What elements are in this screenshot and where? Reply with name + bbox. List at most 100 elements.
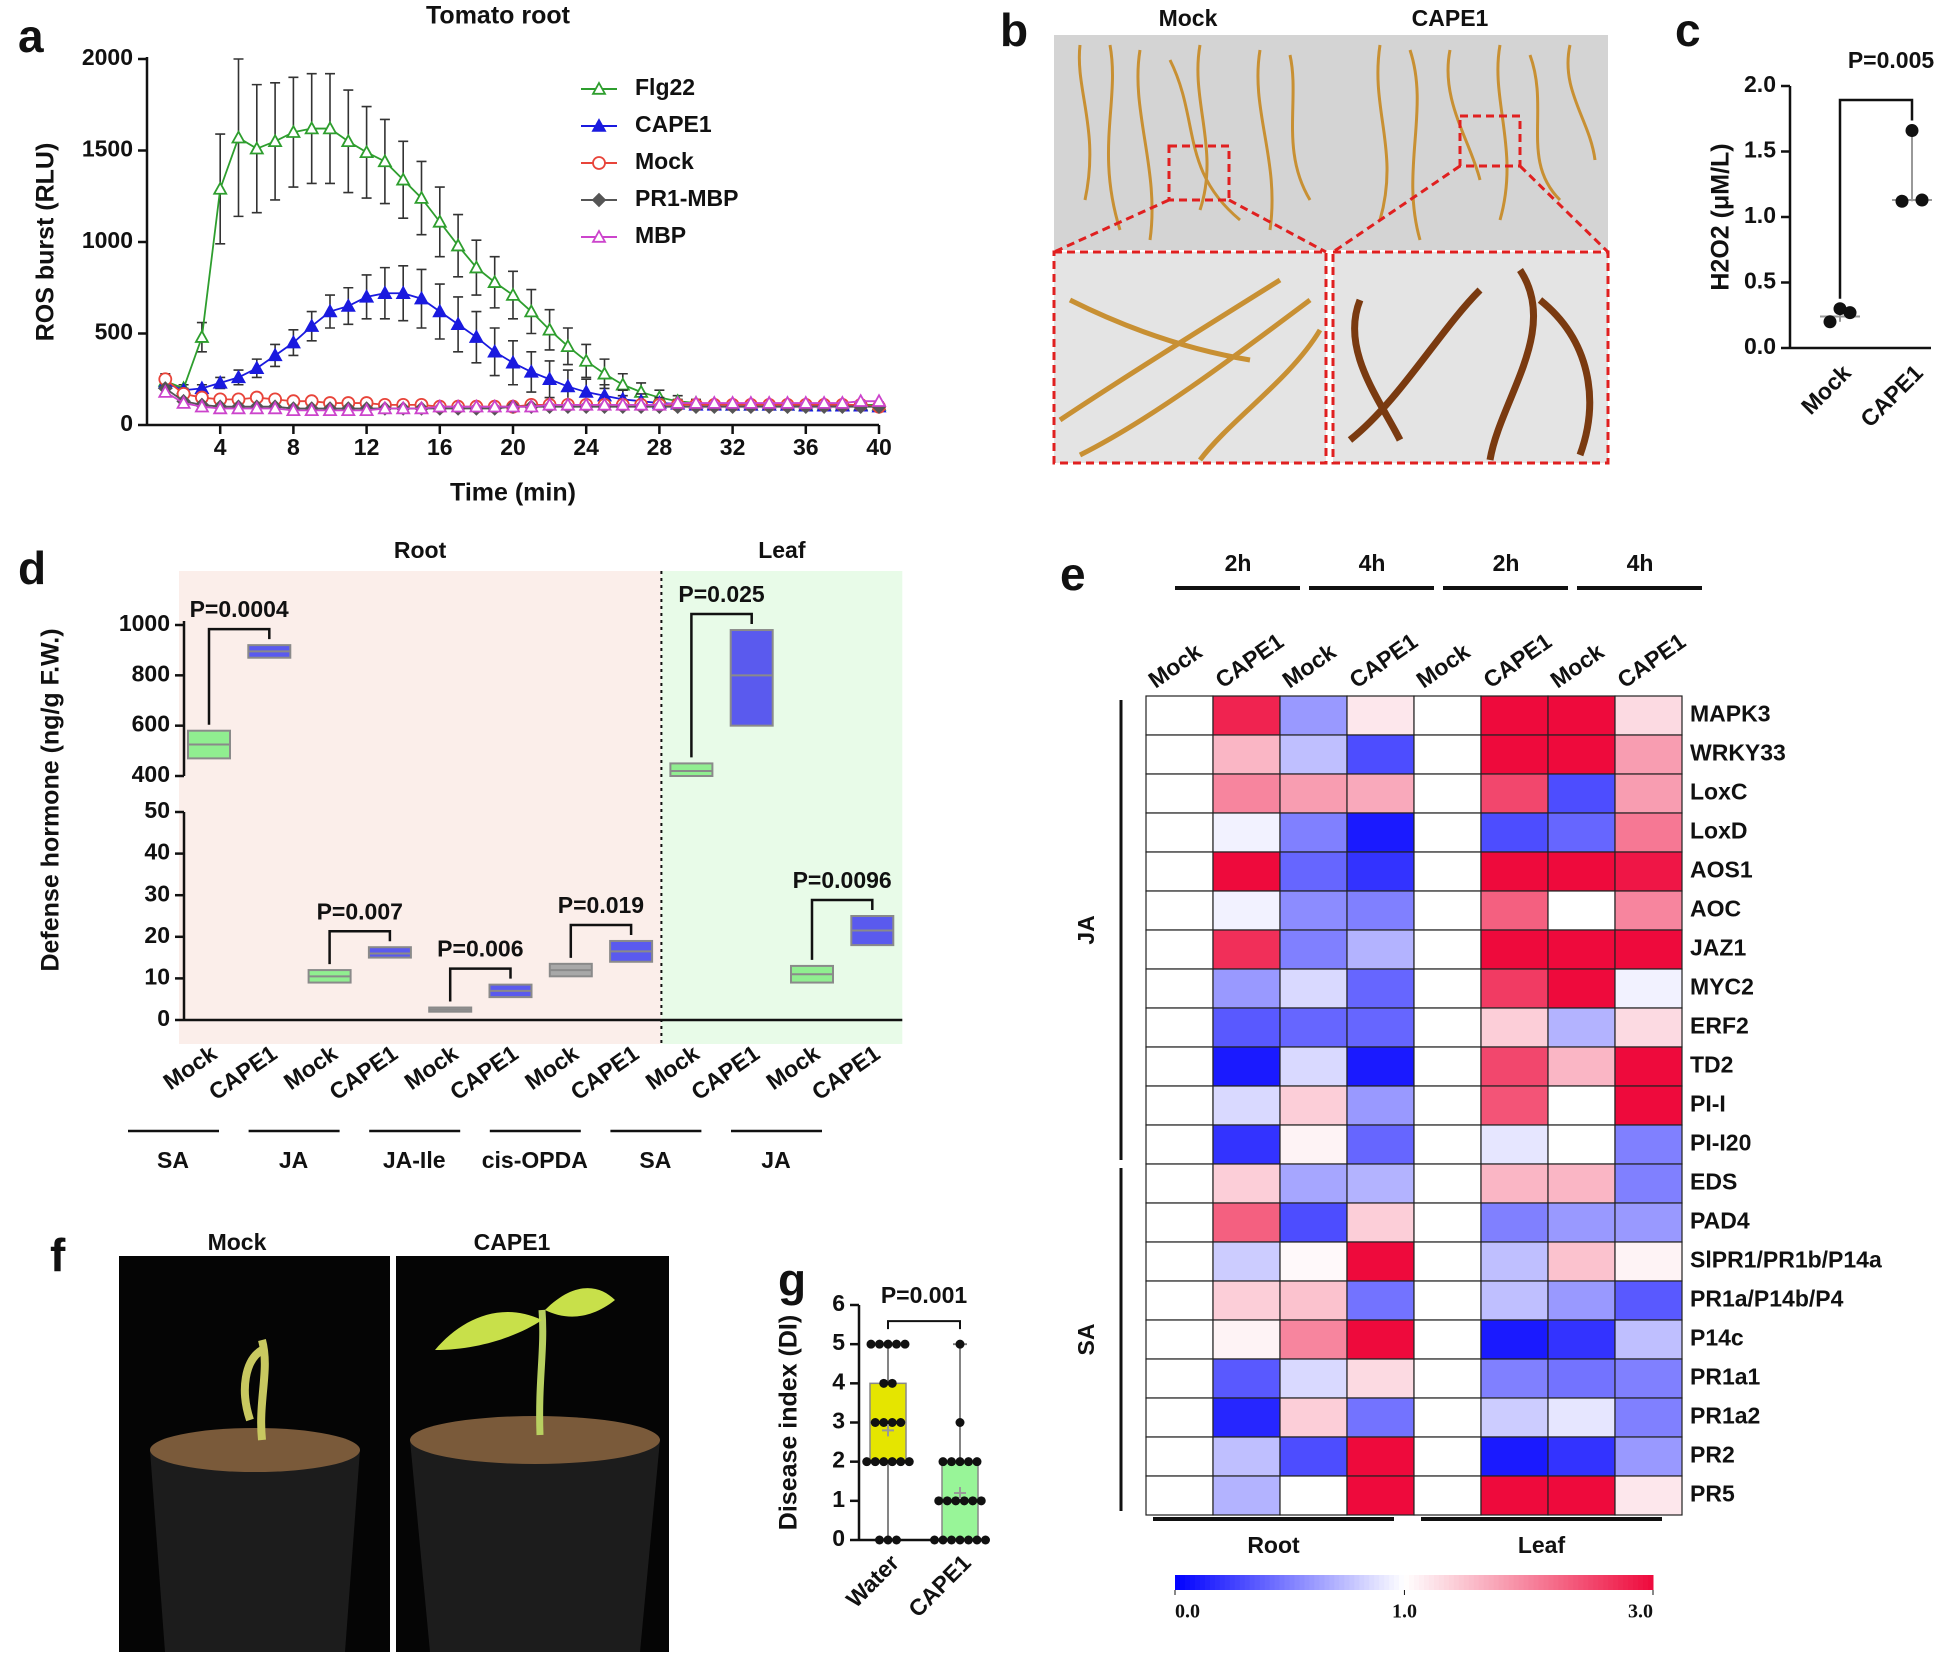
significance-bracket: [569, 923, 633, 958]
marker: [505, 354, 521, 369]
marker: [285, 402, 301, 417]
heatmap-cell: [1614, 1241, 1683, 1282]
x-tick-label: 32: [720, 434, 746, 460]
colorbar-segment: [1354, 1575, 1360, 1590]
column-label: CAPE1: [1478, 628, 1556, 693]
zoom-markers: [1052, 114, 1610, 465]
data-point: [955, 1535, 965, 1545]
colorbar-segment: [1518, 1575, 1525, 1590]
row-label: EDS: [1690, 1169, 1737, 1195]
y-tick-label: 1.0: [1744, 202, 1776, 228]
marker: [578, 384, 594, 398]
data-point: [904, 1457, 914, 1467]
heatmap-cell: [1413, 1358, 1482, 1399]
colorbar-segment: [1264, 1575, 1271, 1590]
marker: [340, 133, 356, 148]
heatmap-cell: [1547, 1124, 1616, 1165]
marker: [230, 129, 247, 144]
heatmap-cell: [1145, 1358, 1214, 1399]
heatmap-cell: [1346, 1280, 1415, 1321]
heatmap-cell: [1279, 890, 1348, 931]
heatmap-cell: [1145, 812, 1214, 853]
row-label: WRKY33: [1690, 740, 1786, 766]
heatmap-cell: [1212, 1280, 1281, 1321]
heatmap-cell: [1547, 1007, 1616, 1048]
marker: [359, 144, 375, 159]
y-tick-label: 3: [832, 1408, 845, 1434]
x-tick-label: CAPE1: [1855, 359, 1928, 432]
y-tick-label: 1: [832, 1486, 845, 1512]
heatmap-cell: [1346, 890, 1415, 931]
colorbar-segment: [1299, 1575, 1305, 1590]
marker: [176, 395, 192, 409]
colorbar-label: 3.0: [1628, 1601, 1653, 1623]
data-point: [875, 1339, 884, 1349]
colorbar-segment: [1563, 1575, 1569, 1590]
legend-marker: [591, 118, 607, 132]
zoom-box: [1167, 144, 1231, 202]
heatmap-cell: [1614, 812, 1683, 853]
marker: [468, 398, 484, 413]
marker: [560, 397, 576, 411]
marker: [560, 378, 576, 393]
heatmap-cell: [1346, 1007, 1415, 1048]
marker: [596, 397, 613, 411]
panel-label: g: [778, 1254, 806, 1306]
marker: [542, 371, 558, 385]
x-tick-label: CAPE1: [445, 1040, 523, 1105]
marker: [395, 285, 411, 299]
colorbar-segment: [1394, 1575, 1400, 1590]
marker: [249, 140, 265, 155]
marker: [432, 398, 448, 413]
data-point: [1823, 315, 1837, 329]
marker: [194, 329, 210, 343]
x-tick-label: CAPE1: [325, 1040, 403, 1105]
heatmap-cell: [1212, 1163, 1281, 1204]
y-tick-label: 30: [144, 880, 170, 906]
colorbar-segment: [1428, 1575, 1435, 1590]
heatmap-cell: [1346, 1163, 1415, 1204]
heatmap-cell: [1346, 773, 1415, 814]
panel-label: f: [50, 1229, 66, 1281]
row-label: SlPR1/PR1b/P14a: [1690, 1247, 1882, 1273]
soil: [150, 1428, 360, 1472]
legend-label: Flg22: [635, 74, 695, 100]
y-tick-label: 600: [132, 711, 170, 737]
colorbar-segment: [1538, 1575, 1544, 1590]
colorbar-segment: [1508, 1575, 1515, 1590]
series-line: [164, 391, 879, 412]
group-label: SA: [639, 1147, 671, 1173]
y-tick-label: 1000: [82, 227, 133, 253]
marker: [322, 402, 338, 417]
colorbar-segment: [1329, 1575, 1335, 1590]
heatmap-cell: [1413, 968, 1482, 1009]
heatmap-cell: [1279, 1085, 1348, 1126]
heatmap-cell: [1413, 1163, 1482, 1204]
row-label: PI-I20: [1690, 1130, 1751, 1156]
colorbar-segment: [1603, 1575, 1609, 1590]
heatmap-cell: [1480, 1124, 1549, 1165]
heatmap-cell: [1614, 1007, 1683, 1048]
heatmap-cell: [1413, 851, 1482, 892]
row-label: PR2: [1690, 1442, 1735, 1468]
legend-marker: [591, 81, 607, 95]
colorbar-segment: [1234, 1575, 1241, 1590]
y-tick-label: 2000: [82, 44, 133, 70]
photo-label: CAPE1: [474, 1229, 551, 1255]
marker: [761, 395, 777, 409]
marker: [560, 338, 576, 353]
column-label: Mock: [1143, 638, 1206, 693]
y-axis-title: ROS burst (RLU): [32, 143, 60, 342]
y-tick-label: 0: [120, 410, 133, 436]
heatmap-cell: [1145, 1436, 1214, 1477]
marker: [285, 124, 301, 138]
data-point: [955, 1418, 965, 1427]
y-tick-label: 4: [832, 1368, 845, 1394]
heatmap-cell: [1145, 929, 1214, 970]
colorbar-segment: [1553, 1575, 1559, 1590]
marker: [413, 400, 430, 415]
data-point: [866, 1339, 876, 1349]
wilted-plant: [240, 1338, 269, 1441]
heatmap-cell: [1145, 1124, 1214, 1165]
marker: [285, 334, 301, 349]
